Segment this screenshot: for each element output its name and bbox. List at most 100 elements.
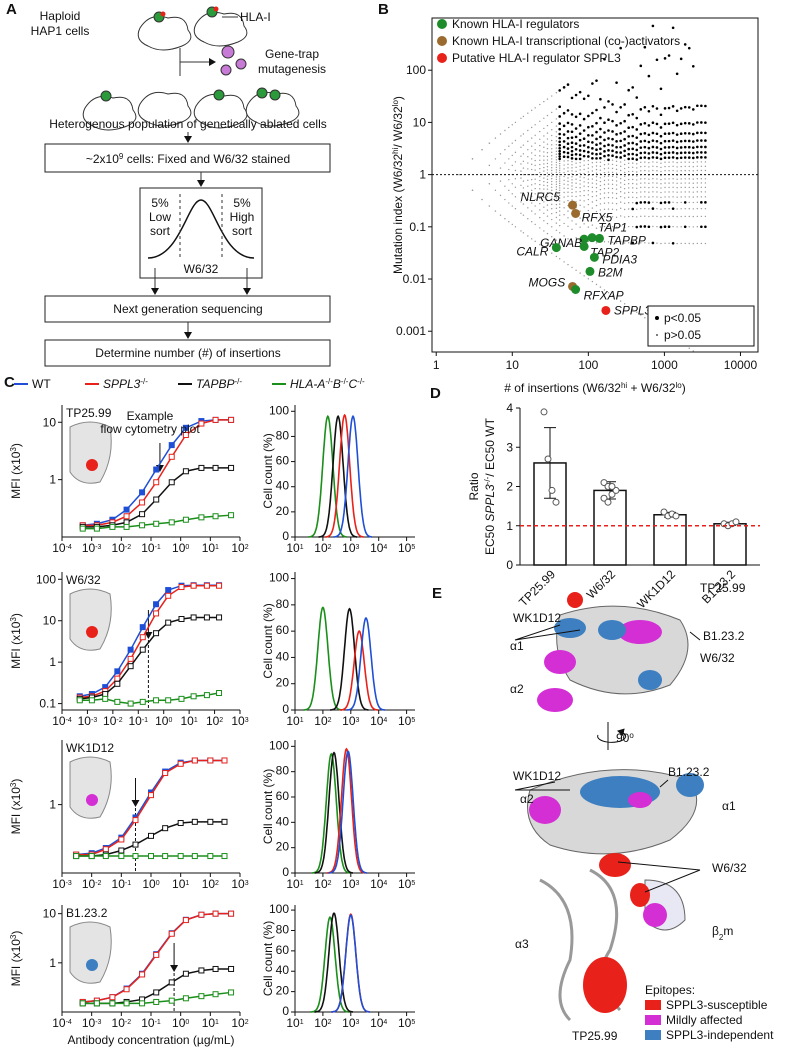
background-point — [700, 186, 703, 188]
background-point — [640, 178, 642, 180]
background-point — [551, 196, 553, 198]
background-point — [668, 170, 670, 172]
background-point — [660, 196, 662, 199]
x-tick-label: 10-2 — [112, 541, 132, 555]
background-point — [643, 121, 647, 125]
background-point — [680, 178, 682, 180]
legend-marker — [437, 36, 447, 46]
structure-inset — [69, 921, 112, 984]
background-point — [679, 57, 683, 61]
y-tick-label: 1 — [49, 655, 56, 669]
background-point — [520, 135, 522, 137]
background-point — [587, 155, 590, 158]
text-part: 10 — [112, 541, 126, 555]
titration-point — [139, 634, 146, 641]
background-point — [587, 189, 590, 192]
background-point — [615, 155, 618, 159]
background-point — [570, 113, 574, 116]
text-part: -3 — [66, 880, 72, 887]
background-point — [595, 227, 598, 229]
background-point — [659, 126, 663, 129]
background-point — [558, 214, 561, 216]
x-tick-label: 10-4 — [52, 1016, 72, 1030]
titration-point — [93, 525, 100, 532]
x-tick-label: 10 — [506, 358, 520, 372]
background-point — [555, 191, 558, 193]
background-point — [651, 139, 655, 142]
background-point — [571, 170, 573, 172]
background-point — [599, 203, 602, 205]
titration-point — [221, 818, 228, 825]
background-point — [607, 100, 610, 103]
background-point — [534, 164, 536, 167]
background-point — [558, 122, 561, 125]
background-point — [671, 145, 675, 149]
background-point — [688, 169, 690, 172]
background-point — [458, 173, 460, 176]
background-point — [591, 82, 594, 85]
background-point — [663, 132, 667, 136]
titration-point — [207, 757, 214, 764]
background-point — [522, 144, 525, 146]
titration-point — [178, 695, 185, 702]
background-point — [555, 203, 558, 206]
background-point — [659, 141, 663, 145]
background-point — [599, 116, 602, 120]
gene-label: GANAB — [540, 236, 582, 250]
text-part: -3 — [95, 544, 101, 551]
background-point — [676, 161, 678, 164]
text-part: 1 — [185, 880, 189, 887]
background-point — [651, 145, 655, 149]
titration-point — [191, 757, 198, 764]
background-point — [570, 96, 574, 100]
y-axis-title: Cell count (%) — [261, 603, 275, 678]
text-part: 10 — [202, 1016, 216, 1030]
background-point — [566, 147, 570, 150]
panel-e-graphics — [514, 592, 704, 1040]
background-point — [471, 189, 474, 192]
background-point — [504, 162, 506, 164]
x-tick-label: 10-3 — [52, 877, 72, 891]
background-point — [599, 147, 602, 151]
titration-point — [102, 691, 109, 698]
text-part: 0 — [168, 717, 172, 724]
background-point — [603, 171, 606, 174]
titration-point — [153, 998, 160, 1005]
x-tick-label: 105 — [398, 877, 415, 891]
background-point — [656, 170, 658, 172]
text-part: 90 — [616, 731, 630, 745]
background-point — [563, 175, 565, 178]
background-point — [575, 223, 577, 225]
background-point — [591, 141, 594, 144]
background-point — [587, 167, 590, 169]
background-point — [683, 151, 687, 154]
titration-point — [228, 989, 235, 996]
background-point — [692, 201, 694, 204]
background-point — [551, 192, 553, 195]
background-point — [679, 156, 683, 160]
background-point — [508, 126, 510, 129]
background-point — [615, 110, 618, 114]
text: HLA-I — [240, 10, 271, 24]
plot-frame — [431, 17, 759, 353]
background-point — [687, 122, 691, 125]
background-point — [539, 130, 541, 133]
background-point — [692, 186, 694, 189]
background-point — [579, 190, 581, 193]
background-point — [664, 186, 666, 189]
background-point — [640, 314, 642, 316]
text-part: 10 — [286, 1016, 300, 1030]
text-part: 10 — [52, 541, 66, 555]
background-point — [551, 252, 553, 254]
background-point — [671, 121, 675, 125]
background-point — [591, 201, 594, 203]
background-point — [558, 132, 561, 136]
background-point — [684, 178, 686, 180]
background-point — [579, 172, 581, 175]
x-tick-label: 10-3 — [82, 1016, 102, 1030]
background-point — [619, 156, 622, 159]
background-point — [679, 122, 683, 126]
background-point — [644, 182, 646, 184]
background-point — [558, 171, 561, 174]
background-point — [599, 180, 602, 183]
